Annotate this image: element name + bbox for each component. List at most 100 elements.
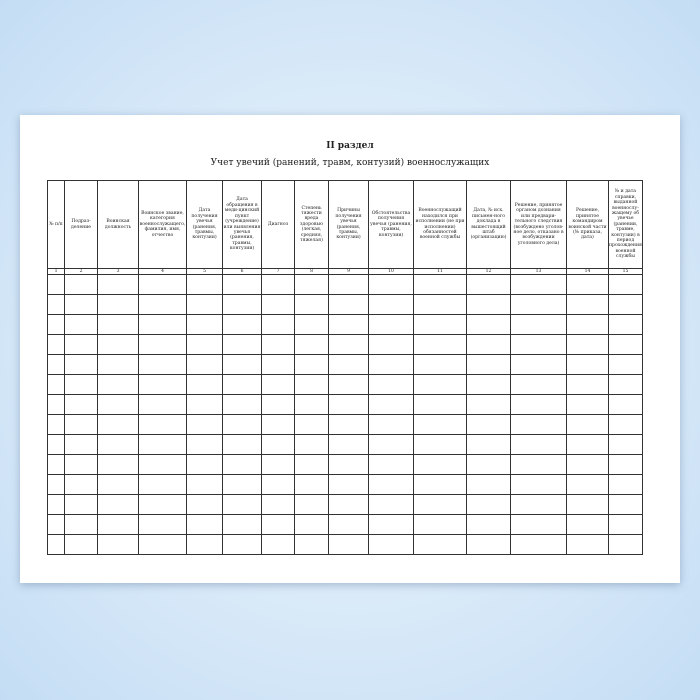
empty-cell (466, 374, 511, 395)
empty-cell (466, 474, 511, 495)
empty-cell (466, 534, 511, 555)
empty-cell (294, 494, 329, 515)
empty-cell (368, 474, 414, 495)
empty-cell (368, 414, 414, 435)
empty-cell (222, 314, 262, 335)
empty-cell (510, 394, 567, 415)
column-header: Дата, № исх. письмен-ного доклада в выше… (466, 180, 511, 269)
empty-cell (222, 374, 262, 395)
empty-cell (186, 514, 223, 535)
empty-cell (510, 474, 567, 495)
empty-cell (261, 434, 295, 455)
empty-cell (328, 314, 369, 335)
empty-cell (413, 514, 467, 535)
empty-cell (186, 374, 223, 395)
empty-cell (466, 514, 511, 535)
empty-cell (64, 454, 98, 475)
table-row (47, 514, 643, 535)
empty-cell (97, 294, 139, 315)
empty-cell (47, 494, 65, 515)
empty-cell (186, 454, 223, 475)
empty-cell (261, 354, 295, 375)
empty-cell (261, 374, 295, 395)
empty-cell (222, 534, 262, 555)
empty-cell (47, 354, 65, 375)
empty-cell (138, 294, 187, 315)
empty-cell (138, 414, 187, 435)
empty-cell (64, 314, 98, 335)
empty-cell (368, 334, 414, 355)
table-title: Учет увечий (ранений, травм, контузий) в… (210, 158, 490, 168)
empty-cell (97, 394, 139, 415)
empty-cell (186, 394, 223, 415)
empty-cell (261, 394, 295, 415)
empty-cell (47, 374, 65, 395)
empty-cell (97, 474, 139, 495)
empty-cell (466, 414, 511, 435)
empty-cell (47, 534, 65, 555)
column-header: Степень тяжести вреда здоровью (легкая, … (294, 180, 329, 269)
empty-cell (261, 314, 295, 335)
empty-cell (97, 374, 139, 395)
empty-cell (466, 454, 511, 475)
empty-cell (368, 374, 414, 395)
empty-cell (466, 394, 511, 415)
empty-cell (328, 354, 369, 375)
empty-cell (222, 414, 262, 435)
empty-cell (608, 474, 643, 495)
empty-cell (566, 394, 609, 415)
empty-cell (413, 334, 467, 355)
empty-cell (47, 434, 65, 455)
empty-cell (608, 314, 643, 335)
empty-cell (47, 314, 65, 335)
empty-cell (47, 474, 65, 495)
empty-cell (261, 514, 295, 535)
empty-cell (294, 514, 329, 535)
empty-cell (47, 394, 65, 415)
empty-cell (368, 274, 414, 295)
empty-cell (294, 534, 329, 555)
empty-cell (261, 534, 295, 555)
empty-cell (466, 314, 511, 335)
empty-cell (413, 454, 467, 475)
empty-cell (510, 294, 567, 315)
empty-cell (566, 414, 609, 435)
empty-cell (328, 394, 369, 415)
column-header: Военнослужащий находился при исполнении … (413, 180, 467, 269)
table-row (47, 414, 643, 435)
empty-cell (510, 334, 567, 355)
empty-cell (328, 414, 369, 435)
table-row (47, 274, 643, 295)
empty-cell (64, 394, 98, 415)
empty-cell (186, 274, 223, 295)
empty-cell (138, 434, 187, 455)
empty-cell (64, 374, 98, 395)
empty-cell (368, 494, 414, 515)
table-row (47, 494, 643, 515)
empty-cell (64, 274, 98, 295)
empty-cell (97, 454, 139, 475)
empty-cell (368, 314, 414, 335)
empty-cell (294, 474, 329, 495)
empty-cell (368, 394, 414, 415)
empty-cell (510, 414, 567, 435)
empty-cell (294, 394, 329, 415)
empty-cell (413, 414, 467, 435)
empty-cell (138, 454, 187, 475)
empty-cell (64, 514, 98, 535)
empty-cell (510, 274, 567, 295)
table-row (47, 434, 643, 455)
empty-cell (466, 334, 511, 355)
column-header: Решение, принятое органом дознания или п… (510, 180, 567, 269)
empty-cell (608, 394, 643, 415)
empty-cell (368, 514, 414, 535)
empty-cell (186, 414, 223, 435)
empty-cell (97, 314, 139, 335)
empty-cell (186, 354, 223, 375)
empty-cell (186, 494, 223, 515)
empty-cell (328, 494, 369, 515)
empty-cell (566, 474, 609, 495)
empty-cell (64, 534, 98, 555)
empty-cell (186, 434, 223, 455)
empty-cell (138, 494, 187, 515)
